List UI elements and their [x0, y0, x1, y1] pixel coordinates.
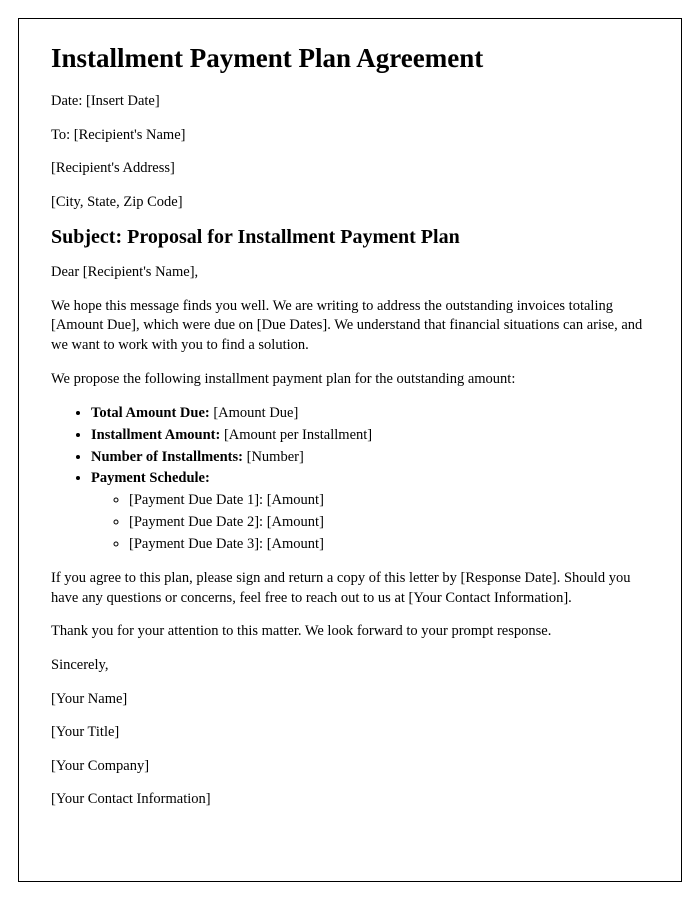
proposal-intro: We propose the following installment pay…	[51, 370, 649, 390]
number-label: Number of Installments:	[91, 449, 247, 465]
schedule-sublist: [Payment Due Date 1]: [Amount] [Payment …	[91, 490, 649, 555]
installment-amount-item: Installment Amount: [Amount per Installm…	[91, 425, 649, 447]
sender-contact: [Your Contact Information]	[51, 790, 649, 810]
schedule-item-2: [Payment Due Date 2]: [Amount]	[129, 512, 649, 534]
total-amount-item: Total Amount Due: [Amount Due]	[91, 403, 649, 425]
document-page: Installment Payment Plan Agreement Date:…	[18, 18, 682, 882]
installment-label: Installment Amount:	[91, 427, 224, 443]
to-line: To: [Recipient's Name]	[51, 126, 649, 146]
sender-company: [Your Company]	[51, 757, 649, 777]
sender-title: [Your Title]	[51, 723, 649, 743]
total-label: Total Amount Due:	[91, 405, 213, 421]
intro-paragraph: We hope this message finds you well. We …	[51, 297, 649, 356]
total-value: [Amount Due]	[213, 405, 298, 421]
document-title: Installment Payment Plan Agreement	[51, 43, 649, 74]
sincerely: Sincerely,	[51, 656, 649, 676]
schedule-label: Payment Schedule:	[91, 470, 210, 486]
payment-plan-list: Total Amount Due: [Amount Due] Installme…	[51, 403, 649, 555]
address-line: [Recipient's Address]	[51, 159, 649, 179]
number-value: [Number]	[247, 449, 304, 465]
installment-value: [Amount per Installment]	[224, 427, 372, 443]
city-line: [City, State, Zip Code]	[51, 193, 649, 213]
date-line: Date: [Insert Date]	[51, 92, 649, 112]
agreement-paragraph: If you agree to this plan, please sign a…	[51, 569, 649, 608]
number-installments-item: Number of Installments: [Number]	[91, 447, 649, 469]
schedule-item-1: [Payment Due Date 1]: [Amount]	[129, 490, 649, 512]
sender-name: [Your Name]	[51, 690, 649, 710]
payment-schedule-item: Payment Schedule: [Payment Due Date 1]: …	[91, 468, 649, 555]
salutation: Dear [Recipient's Name],	[51, 263, 649, 283]
thank-you-paragraph: Thank you for your attention to this mat…	[51, 622, 649, 642]
subject-heading: Subject: Proposal for Installment Paymen…	[51, 226, 649, 249]
schedule-item-3: [Payment Due Date 3]: [Amount]	[129, 534, 649, 556]
